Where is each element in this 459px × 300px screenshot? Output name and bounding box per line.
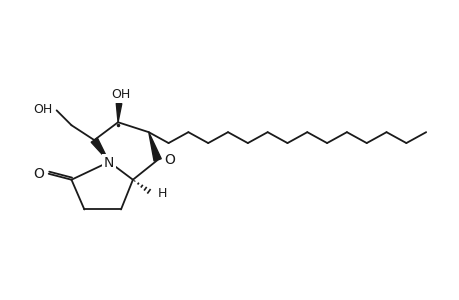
Text: OH: OH bbox=[34, 103, 52, 116]
Text: H: H bbox=[157, 187, 167, 200]
Text: O: O bbox=[164, 153, 175, 167]
Text: N: N bbox=[104, 156, 114, 170]
Polygon shape bbox=[148, 132, 161, 161]
Text: O: O bbox=[33, 167, 44, 181]
Polygon shape bbox=[91, 138, 109, 162]
Polygon shape bbox=[116, 103, 122, 122]
Text: OH: OH bbox=[111, 88, 130, 101]
